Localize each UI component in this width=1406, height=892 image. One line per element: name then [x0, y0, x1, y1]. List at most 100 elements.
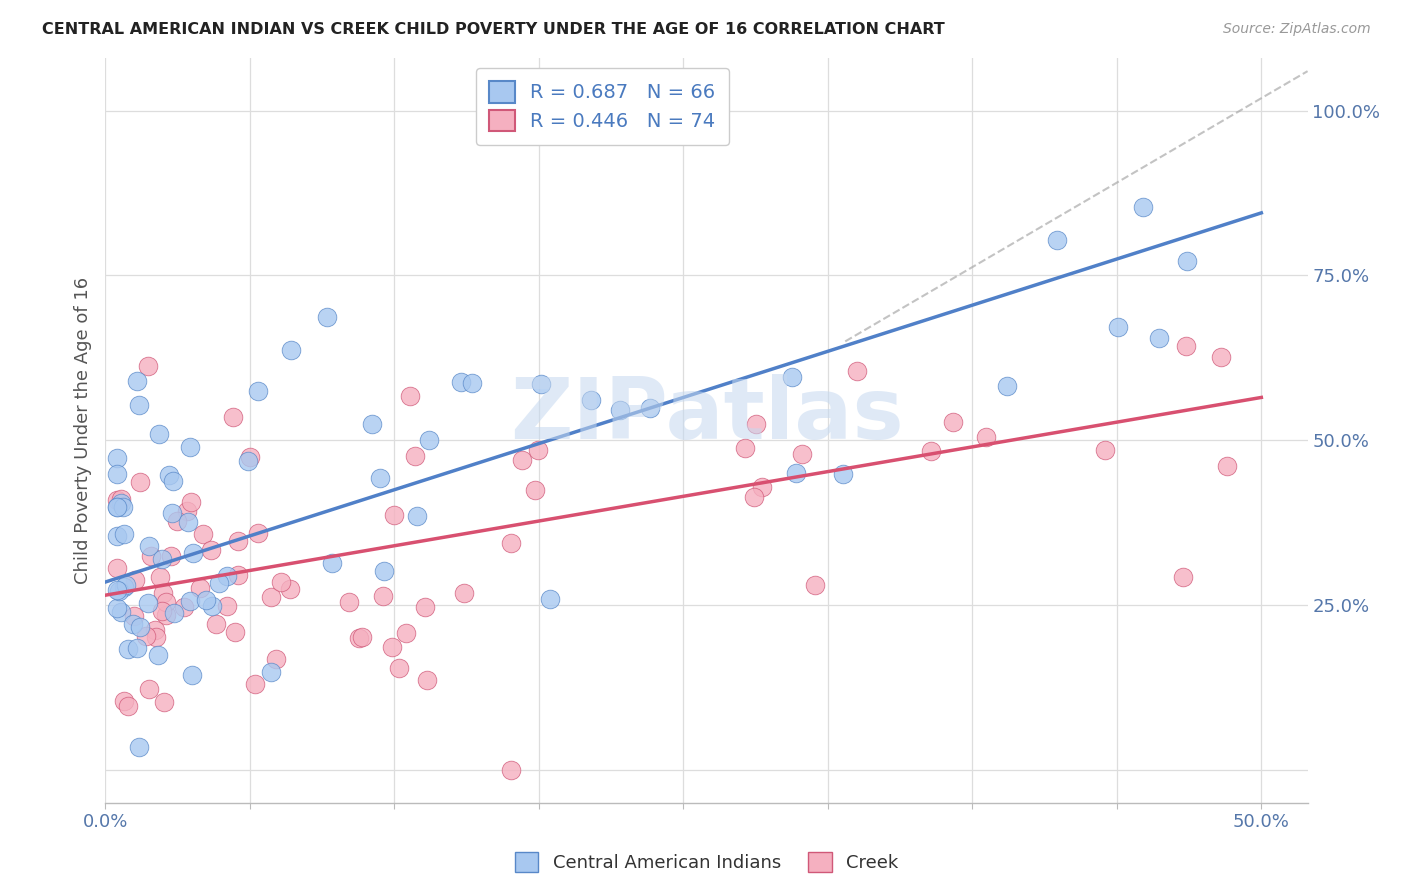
Point — [181, 668, 204, 682]
Point — [226, 534, 249, 549]
Point — [110, 606, 132, 620]
Point — [337, 594, 360, 608]
Point — [388, 660, 411, 674]
Point — [370, 471, 392, 485]
Point — [107, 467, 129, 481]
Point — [141, 549, 163, 563]
Point — [1132, 200, 1154, 214]
Point — [105, 500, 128, 515]
Point — [177, 515, 200, 529]
Point — [110, 491, 132, 506]
Text: ZIPatlas: ZIPatlas — [509, 374, 904, 457]
Point — [734, 441, 756, 455]
Point — [128, 475, 150, 490]
Point — [416, 673, 439, 688]
Point — [453, 586, 475, 600]
Text: Source: ZipAtlas.com: Source: ZipAtlas.com — [1223, 22, 1371, 37]
Point — [105, 583, 128, 598]
Point — [105, 451, 128, 466]
Point — [243, 677, 266, 691]
Point — [160, 549, 183, 564]
Point — [115, 577, 138, 591]
Point — [266, 652, 288, 666]
Point — [450, 375, 472, 389]
Point — [138, 359, 160, 373]
Point — [112, 580, 135, 594]
Point — [201, 599, 224, 614]
Point — [460, 376, 482, 390]
Point — [188, 582, 211, 596]
Point — [138, 539, 160, 553]
Point — [347, 632, 370, 646]
Point — [321, 556, 343, 570]
Point — [406, 508, 429, 523]
Point — [150, 604, 173, 618]
Point — [176, 504, 198, 518]
Point — [381, 640, 404, 654]
Point — [111, 500, 134, 515]
Point — [499, 763, 522, 777]
Point — [785, 466, 807, 480]
Point — [117, 641, 139, 656]
Point — [942, 415, 965, 429]
Point — [135, 629, 157, 643]
Point — [790, 447, 813, 461]
Point — [404, 450, 426, 464]
Point — [138, 682, 160, 697]
Point — [129, 620, 152, 634]
Point — [259, 665, 281, 680]
Point — [152, 695, 174, 709]
Point — [1175, 254, 1198, 268]
Point — [208, 576, 231, 591]
Point — [222, 409, 245, 424]
Point — [173, 599, 195, 614]
Point — [974, 430, 997, 444]
Point — [105, 500, 128, 514]
Point — [155, 608, 177, 623]
Point — [1171, 570, 1194, 584]
Point — [128, 739, 150, 754]
Point — [127, 374, 149, 388]
Point — [418, 433, 440, 447]
Point — [127, 641, 149, 656]
Point — [105, 601, 128, 615]
Point — [179, 440, 201, 454]
Point — [510, 453, 533, 467]
Point — [804, 577, 827, 591]
Point — [371, 589, 394, 603]
Point — [1209, 350, 1232, 364]
Point — [157, 467, 180, 482]
Point — [415, 600, 437, 615]
Point — [524, 483, 547, 497]
Point — [1215, 459, 1237, 474]
Point — [742, 490, 765, 504]
Point — [581, 393, 603, 408]
Point — [373, 564, 395, 578]
Point — [228, 568, 250, 582]
Point — [143, 623, 166, 637]
Point — [105, 493, 128, 508]
Point — [609, 402, 631, 417]
Point — [246, 526, 269, 541]
Point — [350, 630, 373, 644]
Point — [530, 376, 553, 391]
Point — [150, 552, 173, 566]
Point — [224, 625, 246, 640]
Point — [638, 401, 661, 415]
Point — [395, 626, 418, 640]
Point — [846, 364, 869, 378]
Point — [239, 450, 262, 464]
Point — [166, 515, 188, 529]
Point — [105, 528, 128, 542]
Y-axis label: Child Poverty Under the Age of 16: Child Poverty Under the Age of 16 — [73, 277, 91, 584]
Point — [162, 474, 184, 488]
Point — [124, 609, 146, 624]
Point — [920, 444, 942, 458]
Point — [145, 630, 167, 644]
Point — [215, 599, 238, 614]
Point — [832, 467, 855, 481]
Point — [163, 606, 186, 620]
Point — [1147, 331, 1170, 345]
Point — [316, 310, 339, 324]
Legend: Central American Indians, Creek: Central American Indians, Creek — [508, 845, 905, 880]
